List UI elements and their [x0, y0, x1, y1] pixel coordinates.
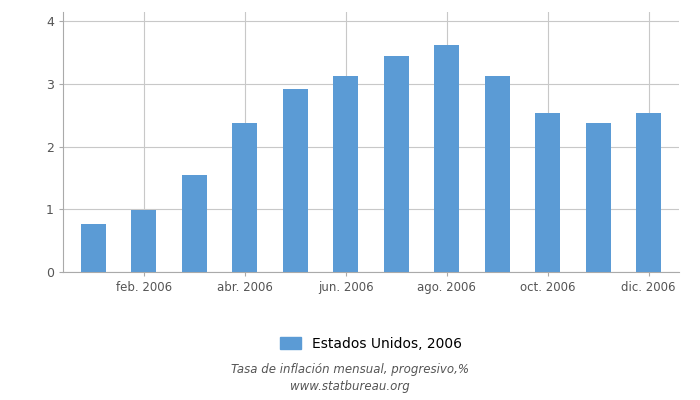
Bar [484, 76, 510, 272]
Bar [80, 224, 106, 272]
Bar [232, 123, 258, 272]
Bar [131, 210, 156, 272]
Bar [182, 175, 207, 272]
Bar [384, 56, 409, 272]
Bar [333, 76, 358, 272]
Bar [535, 113, 560, 272]
Text: Tasa de inflación mensual, progresivo,%: Tasa de inflación mensual, progresivo,% [231, 364, 469, 376]
Bar [586, 123, 611, 272]
Bar [636, 113, 662, 272]
Bar [434, 45, 459, 272]
Bar [283, 89, 308, 272]
Text: www.statbureau.org: www.statbureau.org [290, 380, 410, 393]
Legend: Estados Unidos, 2006: Estados Unidos, 2006 [274, 331, 468, 356]
